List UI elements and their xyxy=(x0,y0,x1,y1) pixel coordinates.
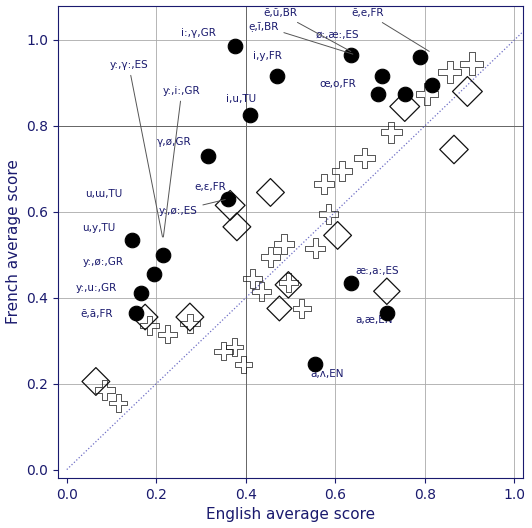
Text: y:,u:,GR: y:,u:,GR xyxy=(76,283,117,293)
X-axis label: English average score: English average score xyxy=(206,507,375,522)
Text: æ:,a:,ES: æ:,a:,ES xyxy=(355,266,399,276)
Point xyxy=(297,304,306,313)
Point xyxy=(325,210,333,218)
Text: e,ε,FR: e,ε,FR xyxy=(194,182,226,192)
Point xyxy=(186,313,194,321)
Point xyxy=(360,154,369,162)
Text: u,ɯ,TU: u,ɯ,TU xyxy=(85,188,122,199)
Point xyxy=(401,102,409,111)
Text: ø:,æ:,ES: ø:,æ:,ES xyxy=(315,30,359,40)
Point xyxy=(266,253,275,261)
Point xyxy=(416,53,425,61)
Point xyxy=(101,386,109,394)
Text: i:,γ,GR: i:,γ,GR xyxy=(181,27,216,37)
Point xyxy=(128,235,136,244)
Point xyxy=(334,231,342,240)
Y-axis label: French average score: French average score xyxy=(5,159,21,324)
Point xyxy=(248,274,257,282)
Point xyxy=(284,278,293,287)
Point xyxy=(387,128,396,137)
Point xyxy=(92,378,100,386)
Point xyxy=(423,89,431,98)
Point xyxy=(320,180,328,188)
Point xyxy=(427,81,436,89)
Point xyxy=(280,240,288,248)
Text: ẽ,ũ,BR: ẽ,ũ,BR xyxy=(264,8,351,52)
Point xyxy=(114,399,122,407)
Point xyxy=(145,322,154,330)
Point xyxy=(159,250,167,259)
Text: u,y,TU: u,y,TU xyxy=(82,223,115,233)
Text: ẽ,ã,FR: ẽ,ã,FR xyxy=(80,309,113,319)
Point xyxy=(373,89,382,98)
Point xyxy=(275,304,284,313)
Point xyxy=(266,188,275,196)
Point xyxy=(378,72,387,81)
Point xyxy=(223,195,232,203)
Point xyxy=(383,308,391,317)
Point xyxy=(468,59,476,68)
Text: γ,ø,GR: γ,ø,GR xyxy=(156,137,191,147)
Point xyxy=(450,145,458,154)
Point xyxy=(219,347,228,356)
Point xyxy=(445,68,454,77)
Point xyxy=(141,313,149,321)
Point xyxy=(401,89,409,98)
Point xyxy=(136,289,145,298)
Point xyxy=(226,201,235,210)
Point xyxy=(284,280,293,289)
Point xyxy=(232,223,241,231)
Point xyxy=(230,343,239,351)
Point xyxy=(230,42,239,51)
Text: y:,γ:,ES: y:,γ:,ES xyxy=(109,60,162,237)
Point xyxy=(383,287,391,296)
Text: a,ʌ,EN: a,ʌ,EN xyxy=(311,369,344,379)
Text: i,y,FR: i,y,FR xyxy=(253,51,281,61)
Point xyxy=(132,308,140,317)
Text: ẹ,ī,BR: ẹ,ī,BR xyxy=(248,21,353,54)
Point xyxy=(273,72,281,81)
Point xyxy=(204,152,212,160)
Text: ẽ,e,FR: ẽ,e,FR xyxy=(351,8,429,51)
Text: œ,o,FR: œ,o,FR xyxy=(320,79,356,89)
Text: y:,i:,GR: y:,i:,GR xyxy=(163,86,201,237)
Text: y:,ø:,ES: y:,ø:,ES xyxy=(159,200,225,216)
Point xyxy=(347,278,355,287)
Point xyxy=(163,330,172,338)
Text: y:,ø:,GR: y:,ø:,GR xyxy=(82,258,123,268)
Point xyxy=(311,244,320,252)
Point xyxy=(246,111,255,119)
Point xyxy=(239,360,248,369)
Text: i,u,TU: i,u,TU xyxy=(226,94,256,104)
Point xyxy=(311,360,320,369)
Point xyxy=(463,87,472,96)
Point xyxy=(150,270,159,278)
Text: a,æ,EN: a,æ,EN xyxy=(355,316,393,325)
Point xyxy=(186,319,194,328)
Point xyxy=(347,51,355,59)
Point xyxy=(338,167,346,175)
Point xyxy=(257,287,266,296)
